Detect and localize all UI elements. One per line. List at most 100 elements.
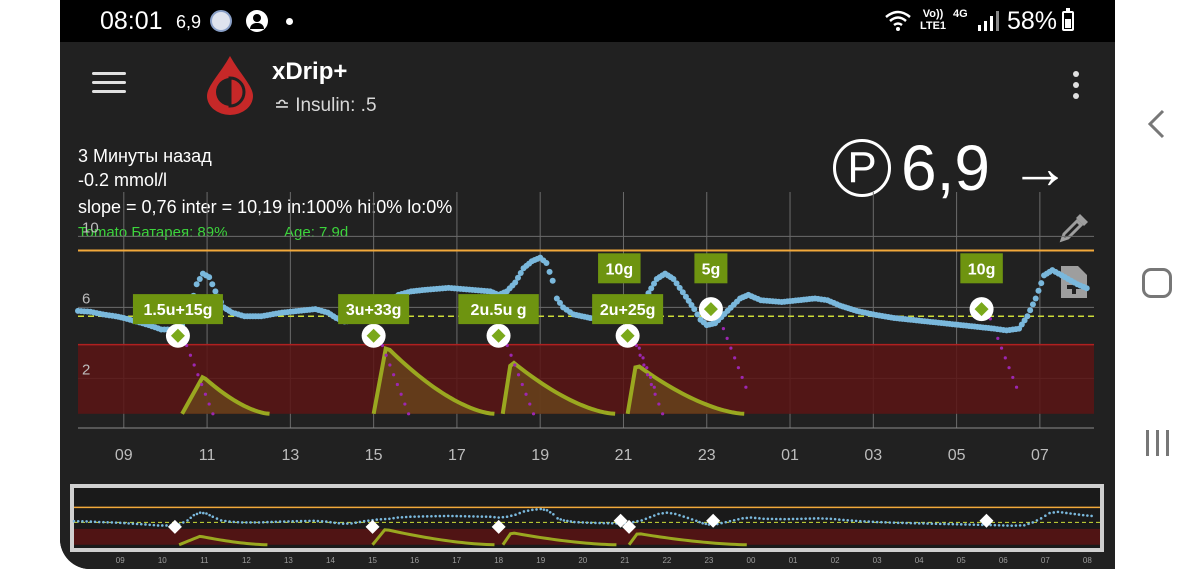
overview-bg-point [1090, 514, 1093, 518]
main-bg-chart[interactable]: 1.5u+15g 3u+33g 2u.5u g 10g 2u+25g 5g 10g 10 6 2… [60, 192, 1115, 472]
bg-reading-point [1035, 287, 1042, 294]
overview-bg-point [329, 520, 332, 524]
overview-bg-point [1001, 524, 1005, 527]
status-bar: 08:01 6,9 Vo)) LTE1 4G 58% [60, 0, 1115, 42]
x-tick-label: 11 [199, 447, 216, 464]
prediction-dot [211, 412, 215, 416]
overview-bg-point [732, 518, 736, 522]
overview-bg-point [770, 517, 774, 521]
notification-app-icon [210, 10, 232, 32]
prediction-dot [721, 327, 726, 331]
back-icon[interactable] [1145, 108, 1169, 140]
overview-bg-point [270, 520, 273, 524]
overview-x-tick-label: 09 [116, 556, 125, 565]
overview-bg-point [253, 521, 257, 524]
overview-bg-point [535, 508, 538, 511]
overview-bg-point [425, 515, 429, 518]
overview-bg-point [505, 515, 509, 519]
overview-bg-point [661, 511, 664, 515]
overview-bg-point [346, 522, 349, 525]
eyedropper-icon[interactable] [1056, 210, 1092, 246]
overview-bg-point [690, 518, 694, 521]
bg-reading-point [206, 274, 213, 281]
overview-bg-point [76, 519, 80, 523]
x-tick-label: 01 [781, 447, 799, 464]
overview-bg-point [1073, 512, 1077, 516]
overview-bg-point [947, 522, 950, 526]
treatment-label-box [132, 294, 223, 325]
overview-bg-point [724, 520, 728, 524]
phone-screen: 08:01 6,9 Vo)) LTE1 4G 58% xDrip+ ≏ [60, 0, 1115, 569]
overview-x-tick-label: 15 [368, 556, 377, 565]
overview-x-tick-label: 13 [284, 556, 293, 565]
current-bg-display[interactable]: P 6,9 → [833, 136, 1070, 200]
x-tick-label: 13 [281, 447, 299, 464]
x-tick-label: 03 [864, 447, 882, 464]
treatment-diamond-icon [491, 328, 506, 343]
overview-bg-point [594, 521, 597, 525]
overview-x-tick-label: 08 [1083, 556, 1092, 565]
overview-treatment-diamond-icon [979, 513, 994, 528]
prediction-dot [740, 375, 744, 380]
overview-mini-chart[interactable]: 09 10 11 12 13 14 15 16 17 18 19 20 21 22 23 00 01 02 03 04… [70, 484, 1104, 566]
overview-bg-point [375, 518, 379, 521]
overview-bg-point [1060, 511, 1064, 514]
overview-bg-point [556, 517, 559, 520]
overview-bg-point [1065, 511, 1068, 515]
overview-bg-point [219, 519, 223, 522]
hamburger-menu-icon[interactable] [92, 70, 126, 96]
overview-bg-point [825, 517, 828, 520]
overview-bg-point [295, 519, 299, 523]
overview-insulin-curve [627, 532, 747, 547]
overview-bg-point [354, 521, 358, 524]
overview-bg-point [698, 520, 701, 524]
volte-indicator: Vo)) LTE1 [919, 8, 947, 32]
overview-bg-point [1010, 524, 1013, 527]
overview-bg-point [795, 517, 799, 521]
insulin-activity-curve [180, 374, 270, 416]
overview-bg-point [383, 517, 387, 521]
prediction-dot [729, 346, 733, 350]
treatment-label-box [598, 253, 641, 284]
status-bg-value: 6,9 [176, 12, 202, 32]
overview-bg-point [598, 521, 601, 525]
bg-reading-point [517, 270, 524, 277]
overview-x-tick-label: 03 [873, 556, 882, 565]
home-icon[interactable] [1142, 268, 1172, 298]
overview-bg-point [539, 507, 543, 511]
overview-bg-point [589, 521, 593, 525]
overview-bg-point [686, 516, 690, 520]
calibration-info: slope = 0,76 inter = 10,19 in:100% hi:0%… [78, 197, 453, 217]
overview-bg-point [976, 523, 980, 527]
treatment-marker: 2u+25g [592, 294, 664, 348]
overview-bg-point [438, 514, 442, 518]
overview-bg-point [812, 517, 816, 520]
prediction-dot [733, 356, 737, 360]
overview-bg-point [774, 517, 778, 521]
overview-bg-point [993, 523, 997, 527]
overview-bg-point [451, 514, 454, 518]
overview-x-tick-label: 00 [747, 556, 756, 565]
overview-bg-point [1035, 519, 1039, 522]
y-tick-label: 10 [82, 219, 99, 236]
bg-delta: -0.2 mmol/l [78, 170, 168, 190]
overview-bg-point [934, 522, 938, 526]
overview-bg-point [888, 521, 892, 524]
overview-x-tick-label: 01 [789, 556, 798, 565]
overview-bg-point [156, 524, 160, 527]
overview-bg-point [189, 516, 192, 520]
overview-bg-point [829, 517, 833, 521]
overview-treatment-diamond-icon [622, 519, 637, 534]
treatment-label: 10g [606, 261, 634, 278]
prediction-dot [384, 353, 388, 357]
bg-reading-point [549, 277, 556, 284]
overview-bg-point [240, 521, 244, 524]
overview-bg-point [833, 517, 837, 521]
current-bg-value: 6,9 [901, 132, 990, 204]
prediction-dot [388, 363, 392, 367]
recent-apps-icon[interactable] [1144, 428, 1172, 458]
overview-insulin-curve [178, 534, 268, 547]
overview-bg-point [871, 520, 875, 524]
overview-bg-point [518, 511, 522, 515]
overflow-menu-icon[interactable] [1065, 68, 1085, 104]
